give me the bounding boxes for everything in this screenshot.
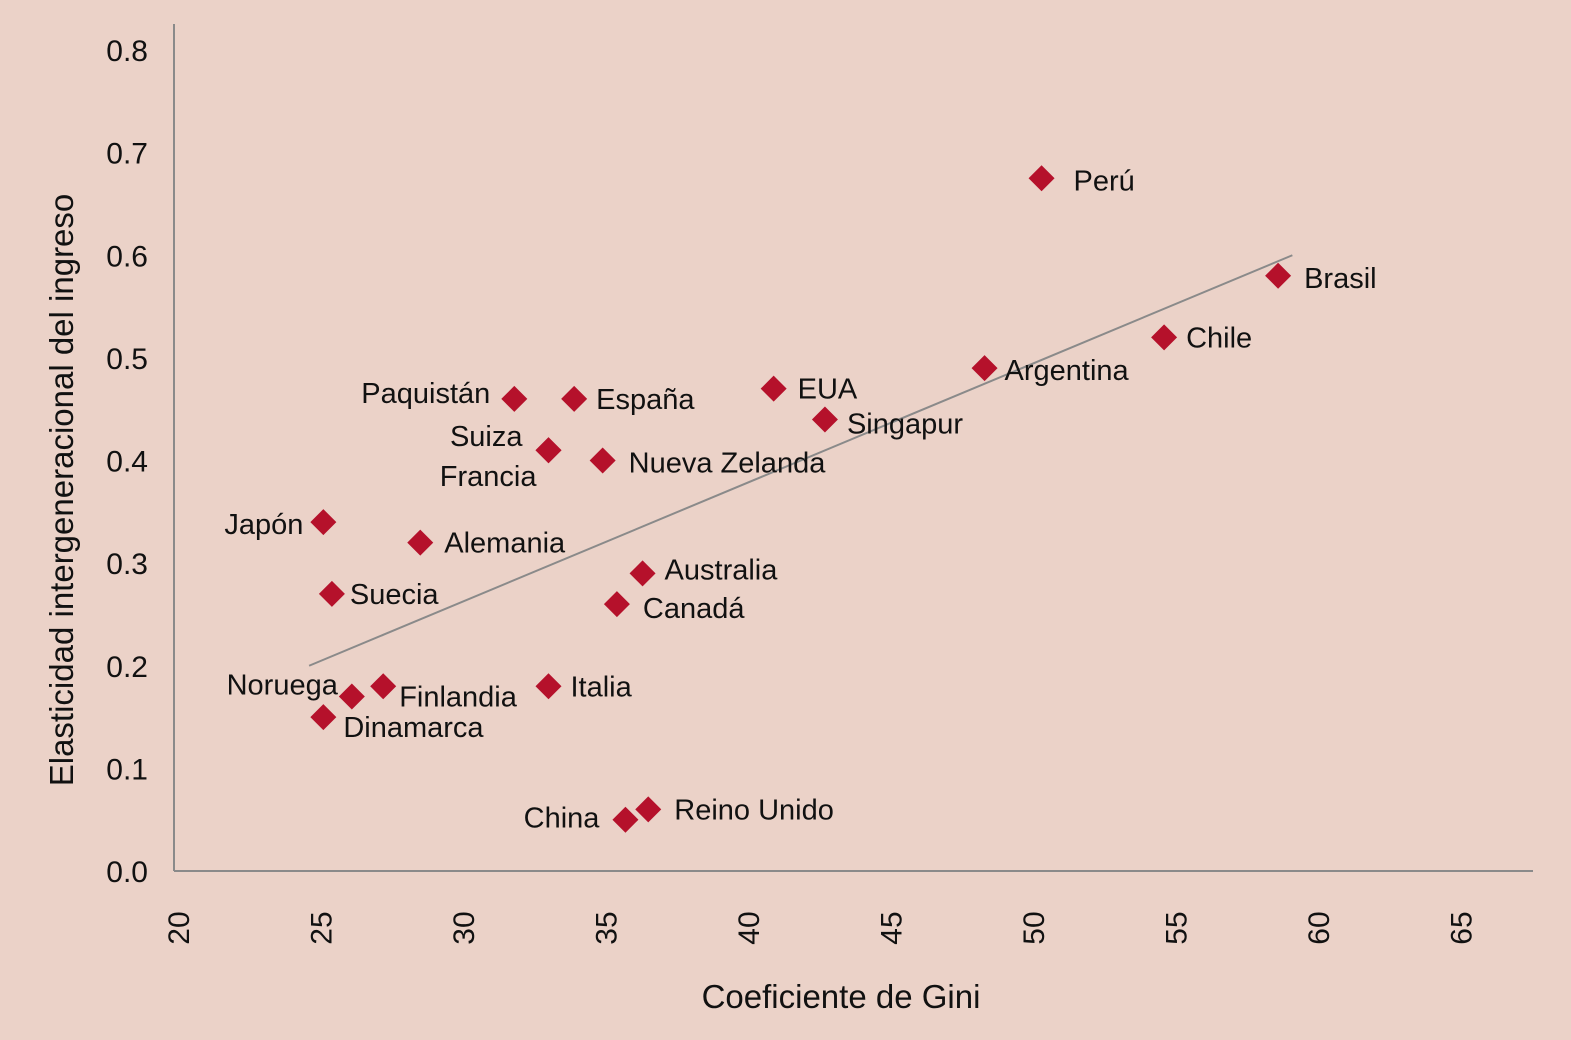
point-label: Italia — [571, 671, 633, 703]
point-marker — [318, 580, 345, 607]
point-label: Argentina — [1005, 355, 1130, 387]
point-label: Suiza — [450, 421, 523, 453]
x-tick-label: 40 — [733, 911, 766, 944]
point-marker — [811, 406, 838, 433]
point-marker — [407, 529, 434, 556]
y-axis-title: Elasticidad intergeneracional del ingres… — [43, 194, 80, 787]
point-label: Japón — [224, 509, 303, 541]
x-tick-label: 30 — [448, 911, 481, 944]
point-label: Finlandia — [399, 681, 518, 713]
data-points — [310, 165, 1292, 833]
point-marker — [310, 509, 337, 536]
point-marker — [310, 704, 337, 731]
point-label: Chile — [1186, 322, 1252, 354]
x-tick-label: 35 — [591, 911, 624, 944]
point-label: Dinamarca — [343, 712, 484, 744]
point-marker — [501, 385, 528, 412]
y-tick-label: 0.2 — [106, 651, 148, 684]
point-label: Alemania — [444, 528, 566, 560]
point-marker — [629, 560, 656, 587]
point-marker — [370, 673, 397, 700]
y-tick-label: 0.5 — [106, 343, 148, 376]
point-marker — [535, 437, 562, 464]
point-marker — [535, 673, 562, 700]
x-tick-label: 50 — [1018, 911, 1051, 944]
point-label: Nueva Zelanda — [629, 448, 827, 480]
point-marker — [1151, 324, 1178, 351]
y-tick-label: 0.6 — [106, 240, 148, 273]
point-marker — [561, 385, 588, 412]
point-label: Perú — [1074, 165, 1135, 197]
point-label: Brasil — [1304, 263, 1377, 295]
y-tick-label: 0.3 — [106, 548, 148, 581]
x-axis-ticks: 20 25 30 35 40 45 50 55 60 65 — [163, 911, 1479, 944]
point-marker — [760, 375, 787, 402]
point-marker — [338, 683, 365, 710]
x-tick-label: 60 — [1303, 911, 1336, 944]
point-marker — [603, 591, 630, 618]
trendline — [308, 254, 1293, 667]
point-marker — [1028, 165, 1055, 192]
x-tick-label: 65 — [1446, 911, 1479, 944]
point-label: Singapur — [847, 408, 963, 440]
point-label: EUA — [798, 374, 858, 406]
x-axis-title: Coeficiente de Gini — [702, 978, 981, 1015]
point-label: Noruega — [227, 670, 339, 702]
point-marker — [1265, 262, 1292, 289]
y-tick-label: 0.4 — [106, 446, 148, 479]
point-label: Paquistán — [361, 378, 490, 410]
point-label: Canadá — [643, 593, 745, 625]
point-label: España — [596, 384, 695, 416]
point-label: China — [524, 803, 601, 835]
point-marker — [971, 355, 998, 382]
point-label: Australia — [665, 554, 779, 586]
point-label: Reino Unido — [674, 794, 834, 826]
y-tick-label: 0.7 — [106, 138, 148, 171]
point-label: Francia — [440, 461, 538, 493]
y-tick-label: 0.0 — [106, 856, 148, 889]
point-marker — [589, 447, 616, 474]
x-tick-label: 20 — [163, 911, 196, 944]
y-tick-label: 0.1 — [106, 753, 148, 786]
x-tick-label: 25 — [306, 911, 339, 944]
y-tick-label: 0.8 — [106, 35, 148, 68]
point-marker — [612, 806, 639, 833]
point-marker — [635, 796, 662, 823]
point-label: Suecia — [350, 579, 440, 611]
y-axis-ticks: 0.0 0.1 0.2 0.3 0.4 0.5 0.6 0.7 0.8 — [106, 35, 148, 889]
x-tick-label: 55 — [1161, 911, 1194, 944]
axes — [173, 24, 1533, 872]
x-tick-label: 45 — [876, 911, 909, 944]
